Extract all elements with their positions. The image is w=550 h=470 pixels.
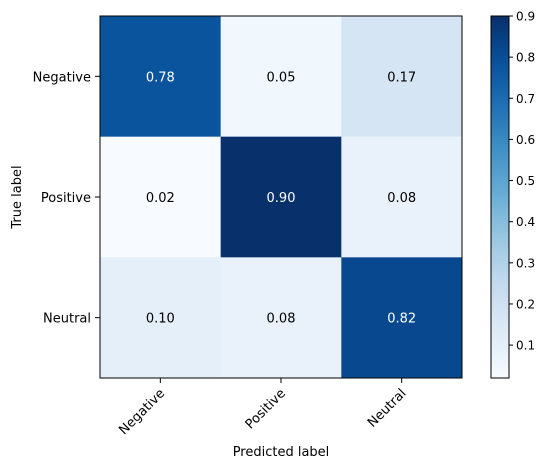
x-tick-label: Negative [116, 386, 168, 438]
heatmap-cell [220, 16, 342, 138]
y-tick-label: Negative [33, 70, 91, 85]
cell-value-label: 0.10 [146, 312, 175, 327]
heatmap-cell [341, 16, 463, 138]
colorbar-tick-label: 0.4 [516, 215, 535, 229]
colorbar-tick-label: 0.2 [516, 297, 535, 311]
x-axis-ticks: Negative Positive Neutral [116, 378, 409, 438]
colorbar-ticks: 0.1 0.2 0.3 0.4 0.5 0.6 0.7 0.8 0.9 [509, 10, 535, 353]
x-axis-label: Predicted label [233, 445, 330, 460]
colorbar-tick-label: 0.3 [516, 256, 535, 270]
colorbar-tick-label: 0.6 [516, 133, 535, 147]
heatmap-cells [100, 16, 463, 379]
x-tick-label: Positive [243, 386, 289, 432]
cell-value-label: 0.17 [387, 70, 416, 85]
colorbar-tick-label: 0.8 [516, 51, 535, 65]
heatmap-cell [341, 257, 463, 379]
heatmap-cell-labels: 0.78 0.05 0.17 0.02 0.90 0.08 0.10 0.08 0.82 [146, 70, 416, 326]
cell-value-label: 0.08 [267, 312, 296, 327]
heatmap-cell [100, 136, 222, 258]
cell-value-label: 0.08 [387, 191, 416, 206]
heatmap-cell [341, 136, 463, 258]
y-tick-label: Neutral [43, 312, 91, 327]
y-tick-label: Positive [41, 191, 91, 206]
cell-value-label: 0.82 [387, 312, 416, 327]
colorbar-tick-label: 0.5 [516, 174, 535, 188]
heatmap-cell [220, 257, 342, 379]
colorbar-tick-label: 0.9 [516, 10, 535, 24]
heatmap-cell [220, 136, 342, 258]
cell-value-label: 0.78 [146, 70, 175, 85]
y-axis-label: True label [10, 165, 25, 229]
cell-value-label: 0.02 [146, 191, 175, 206]
heatmap-cell [100, 257, 222, 379]
cell-value-label: 0.90 [267, 191, 296, 206]
x-tick-label: Neutral [365, 386, 410, 431]
heatmap-cell [100, 16, 222, 138]
colorbar-tick-label: 0.7 [516, 92, 535, 106]
colorbar-tick-label: 0.1 [516, 339, 535, 353]
cell-value-label: 0.05 [267, 70, 296, 85]
y-axis-ticks: Negative Positive Neutral [33, 70, 100, 327]
colorbar [490, 15, 510, 379]
